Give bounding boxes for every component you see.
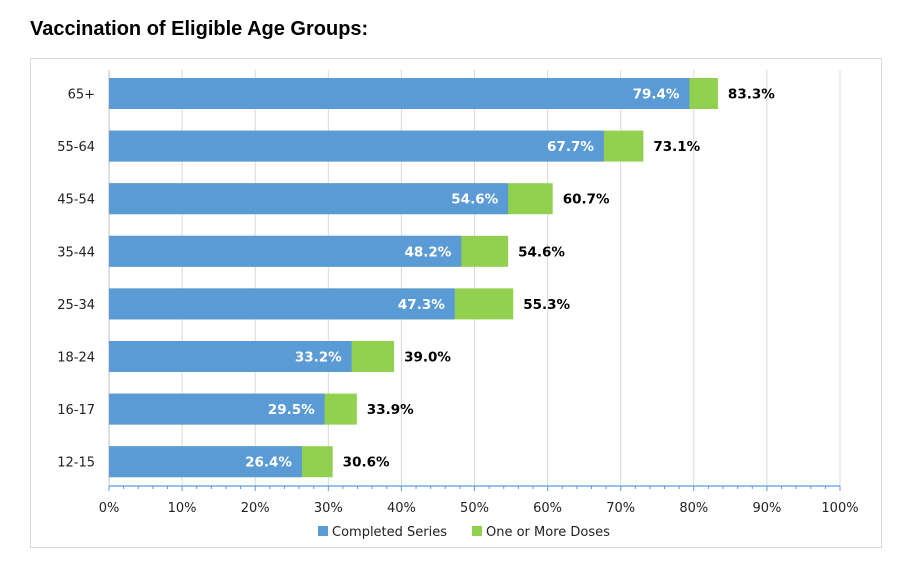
- category-label: 18-24: [57, 351, 95, 366]
- category-label: 35-44: [57, 245, 95, 260]
- x-tick-label: 50%: [460, 501, 489, 516]
- category-label: 12-15: [57, 456, 95, 471]
- bar-completed-series: [109, 288, 455, 320]
- category-label: 65+: [68, 88, 95, 103]
- category-label: 25-34: [57, 298, 95, 313]
- x-tick-label: 70%: [606, 501, 635, 516]
- legend-swatch-completed: [318, 526, 328, 536]
- data-label-completed: 48.2%: [404, 244, 451, 260]
- data-label-one-or-more: 55.3%: [523, 297, 570, 313]
- legend-label-completed: Completed Series: [332, 525, 447, 540]
- data-label-completed: 47.3%: [398, 297, 445, 313]
- bar-completed-series: [109, 183, 509, 215]
- x-tick-label: 20%: [241, 501, 270, 516]
- category-label: 45-54: [57, 193, 95, 208]
- x-tick-label: 30%: [314, 501, 343, 516]
- data-label-one-or-more: 39.0%: [404, 350, 451, 366]
- data-label-completed: 29.5%: [268, 402, 315, 418]
- bar-completed-series: [109, 446, 302, 478]
- x-tick-label: 60%: [533, 501, 562, 516]
- data-label-one-or-more: 54.6%: [518, 244, 565, 260]
- category-label: 55-64: [57, 140, 95, 155]
- page-title: Vaccination of Eligible Age Groups:: [30, 18, 369, 40]
- x-tick-label: 100%: [821, 501, 858, 516]
- bar-completed-series: [109, 393, 325, 425]
- x-tick-label: 0%: [99, 501, 120, 516]
- category-label: 16-17: [57, 403, 95, 418]
- data-label-completed: 54.6%: [451, 192, 498, 208]
- bar-completed-series: [109, 130, 604, 162]
- x-tick-label: 40%: [387, 501, 416, 516]
- bar-completed-series: [109, 235, 462, 267]
- x-tick-label: 80%: [679, 501, 708, 516]
- legend-swatch-one-or-more: [472, 526, 482, 536]
- bar-completed-series: [109, 341, 352, 372]
- data-label-one-or-more: 73.1%: [653, 139, 700, 155]
- data-label-completed: 26.4%: [245, 455, 292, 471]
- x-tick-label: 10%: [168, 501, 197, 516]
- x-tick-label: 90%: [752, 501, 781, 516]
- data-label-completed: 33.2%: [295, 350, 342, 366]
- data-label-completed: 79.4%: [633, 87, 680, 103]
- chart-frame: [30, 58, 882, 548]
- bar-completed-series: [109, 78, 690, 109]
- data-label-completed: 67.7%: [547, 139, 594, 155]
- legend-label-one-or-more: One or More Doses: [486, 525, 610, 540]
- data-label-one-or-more: 60.7%: [563, 192, 610, 208]
- data-label-one-or-more: 30.6%: [343, 455, 390, 471]
- data-label-one-or-more: 33.9%: [367, 402, 414, 418]
- data-label-one-or-more: 83.3%: [728, 87, 775, 103]
